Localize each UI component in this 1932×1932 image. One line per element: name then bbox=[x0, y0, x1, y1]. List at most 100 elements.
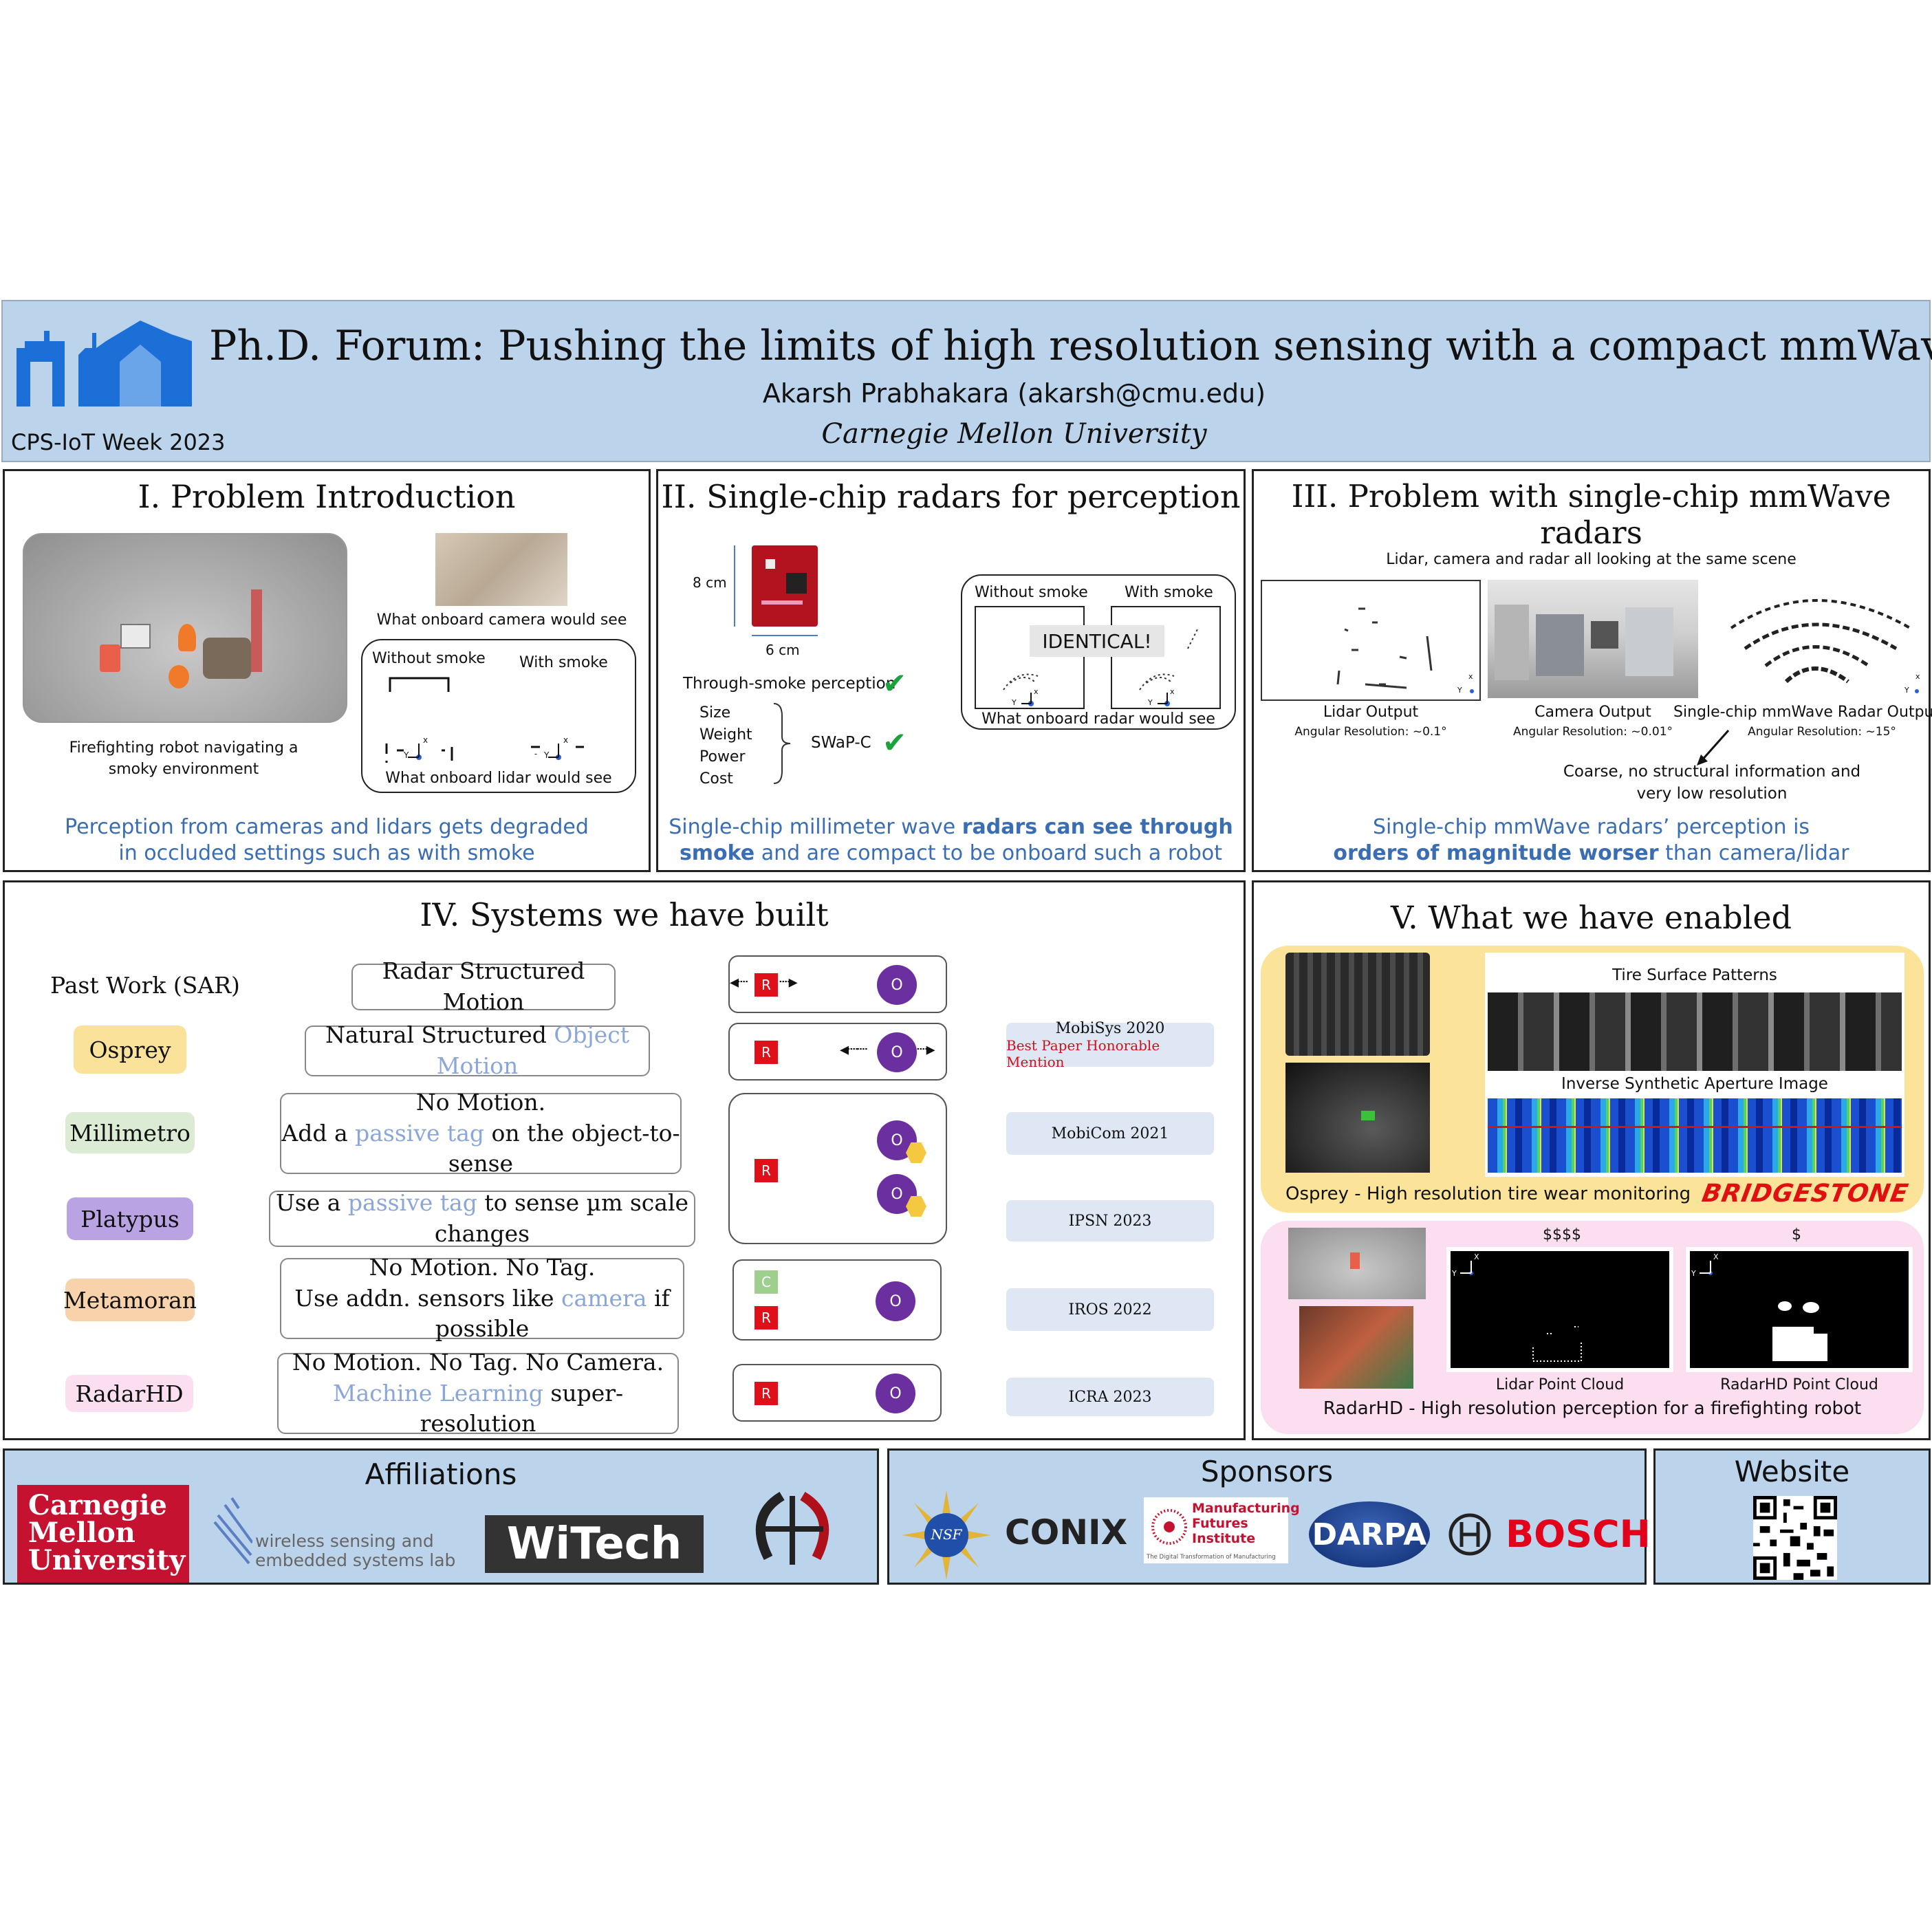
venue-millimetro: MobiCom 2021 bbox=[1006, 1112, 1214, 1155]
lidar-with-smoke-plot bbox=[531, 744, 584, 760]
radar-output-image: x Y bbox=[1711, 580, 1928, 701]
takeaway-text: than camera/lidar bbox=[1658, 841, 1849, 865]
radarhd-motion-box: No Motion. No Tag. No Camera. Machine Le… bbox=[277, 1349, 679, 1437]
venue-radarhd: ICRA 2023 bbox=[1006, 1378, 1214, 1416]
axis-x-label: X bbox=[1474, 1252, 1479, 1261]
cost-low: $ bbox=[1792, 1226, 1801, 1244]
panel1-takeaway-1: Perception from cameras and lidars gets … bbox=[65, 815, 589, 839]
camera-smoke-image bbox=[435, 533, 567, 606]
radar-output-label: Single-chip mmWave Radar Output Angular … bbox=[1673, 704, 1932, 739]
swap-item-size: Size bbox=[699, 704, 731, 721]
axis-y-label-smoke: Y bbox=[544, 750, 550, 760]
system-millimetro: Millimetro bbox=[65, 1112, 195, 1153]
motion-text: Natural Structured bbox=[325, 1021, 554, 1049]
system-radarhd: RadarHD bbox=[65, 1375, 193, 1412]
bosch-armature-icon bbox=[1448, 1513, 1491, 1556]
panel2-takeaway-2: smoke and are compact to be onboard such… bbox=[658, 841, 1244, 865]
bridgestone-logo: BRIDGESTONE bbox=[1700, 1180, 1911, 1208]
venue-metamoran: IROS 2022 bbox=[1006, 1288, 1214, 1331]
venue-platypus: IPSN 2023 bbox=[1006, 1200, 1214, 1241]
panel-problem-introduction: I. Problem Introduction Firefighting rob… bbox=[3, 469, 651, 872]
panel3-takeaway-1: Single-chip mmWave radars’ perception is bbox=[1372, 815, 1810, 839]
panel3-takeaway-2: orders of magnitude worser than camera/l… bbox=[1254, 841, 1929, 865]
coarse-note-2: very low resolution bbox=[1636, 785, 1788, 803]
panel-single-chip-radars: II. Single-chip radars for perception 8 … bbox=[656, 469, 1246, 872]
tire-radar-photo bbox=[1285, 1063, 1430, 1173]
panel-systems-built: IV. Systems we have built Past Work (SAR… bbox=[3, 880, 1246, 1440]
axis-x-label: x bbox=[1170, 687, 1175, 696]
motion-text: Add a bbox=[281, 1119, 356, 1147]
conix-logo: CONIX bbox=[1005, 1512, 1128, 1552]
output-name: Camera Output bbox=[1534, 704, 1651, 721]
motion-highlight: camera bbox=[561, 1284, 647, 1312]
website-panel: Website bbox=[1653, 1448, 1931, 1585]
motion-highlight: passive tag bbox=[347, 1189, 477, 1217]
output-name: Single-chip mmWave Radar Output bbox=[1673, 704, 1932, 721]
website-qr-code[interactable] bbox=[1753, 1496, 1837, 1580]
camera-output-label: Camera Output Angular Resolution: ~0.01° bbox=[1488, 704, 1698, 739]
past-work-label: Past Work (SAR) bbox=[50, 972, 240, 999]
metamoran-motion-box: No Motion. No Tag. Use addn. sensors lik… bbox=[280, 1254, 684, 1342]
lab-emblem-icon bbox=[755, 1491, 829, 1565]
motion-text: super-resolution bbox=[420, 1379, 624, 1437]
sponsors-title: Sponsors bbox=[1200, 1455, 1334, 1488]
coarse-note-1: Coarse, no structural information and bbox=[1563, 763, 1861, 781]
motion-arrow: ┈▸ bbox=[917, 1039, 935, 1060]
panel3-subtitle: Lidar, camera and radar all looking at t… bbox=[1386, 551, 1797, 568]
isar-image bbox=[1488, 1098, 1902, 1173]
sar-motion-box: Radar Structured Motion bbox=[351, 957, 616, 1015]
cmu-logo-line: Mellon bbox=[28, 1517, 135, 1549]
tire-photo bbox=[1285, 953, 1430, 1056]
system-platypus: Platypus bbox=[67, 1197, 193, 1240]
darpa-logo: DARPA bbox=[1309, 1501, 1430, 1567]
radar-square: R bbox=[755, 1306, 778, 1329]
takeaway-text: Single-chip millimeter wave bbox=[669, 815, 962, 839]
output-name: Lidar Output bbox=[1323, 704, 1419, 721]
tag-hexagon bbox=[906, 1142, 926, 1163]
camera-caption: What onboard camera would see bbox=[376, 611, 627, 629]
affiliations-panel: Affiliations Carnegie Mellon University … bbox=[3, 1448, 879, 1585]
panel-problem-single-chip: III. Problem with single-chip mmWave rad… bbox=[1252, 469, 1932, 872]
smoke-scene-photo bbox=[1288, 1228, 1426, 1299]
nsf-logo: NSF bbox=[902, 1490, 991, 1580]
through-smoke-label: Through-smoke perception bbox=[683, 675, 896, 693]
panel-title: I. Problem Introduction bbox=[138, 478, 516, 515]
tag-diagram: R O O bbox=[728, 1093, 947, 1244]
mfi-line: Manufacturing bbox=[1192, 1501, 1300, 1516]
tire-patterns-label: Tire Surface Patterns bbox=[1612, 966, 1777, 984]
axis-y-label: Y bbox=[1012, 698, 1017, 707]
axis-y-label: Y bbox=[404, 750, 409, 760]
camera-square: C bbox=[755, 1270, 778, 1294]
radar-square: R bbox=[755, 1041, 778, 1064]
mfi-text: Manufacturing Futures Institute bbox=[1192, 1501, 1300, 1547]
wise-line: wireless sensing and bbox=[255, 1531, 434, 1551]
cost-high: $$$$ bbox=[1543, 1226, 1581, 1244]
takeaway-emphasis: radars can see through bbox=[962, 815, 1233, 839]
nsf-text: NSF bbox=[931, 1526, 962, 1543]
axis-x-label: x bbox=[1468, 672, 1473, 681]
millimetro-motion-box: No Motion. Add a passive tag on the obje… bbox=[280, 1089, 682, 1177]
witech-logo: WiTech bbox=[485, 1515, 704, 1573]
radarhd-pc-label: RadarHD Point Cloud bbox=[1720, 1376, 1878, 1393]
panel1-takeaway-2: in occluded settings such as with smoke bbox=[118, 841, 535, 865]
axis-y-label: Y bbox=[1148, 698, 1153, 707]
robot-smoke-image bbox=[23, 533, 347, 723]
swap-list: Size Weight Power Cost bbox=[699, 702, 752, 790]
cmu-logo: Carnegie Mellon University bbox=[17, 1485, 189, 1583]
width-arrow bbox=[752, 635, 818, 636]
wise-lab-icon bbox=[213, 1497, 252, 1565]
panel-title: III. Problem with single-chip mmWave rad… bbox=[1291, 478, 1891, 551]
lidar-pointcloud: X Y bbox=[1446, 1247, 1673, 1372]
bosch-logo: BOSCH bbox=[1506, 1512, 1651, 1556]
identical-badge: IDENTICAL! bbox=[1030, 625, 1164, 657]
osprey-motion-box: Natural Structured Object Motion bbox=[305, 1021, 650, 1079]
check-icon: ✔ bbox=[882, 666, 907, 700]
mfi-line: Institute bbox=[1192, 1530, 1256, 1546]
height-arrow bbox=[734, 545, 735, 627]
poster-title: Ph.D. Forum: Pushing the limits of high … bbox=[209, 322, 1932, 370]
without-smoke-label: Without smoke bbox=[975, 584, 1088, 601]
poster-university: Carnegie Mellon University bbox=[821, 418, 1207, 450]
motion-arrow: ◂┈ bbox=[730, 972, 748, 992]
radar-square: R bbox=[755, 1382, 778, 1405]
sar-diagram: R ◂┈ ┈▸ O bbox=[728, 955, 947, 1013]
